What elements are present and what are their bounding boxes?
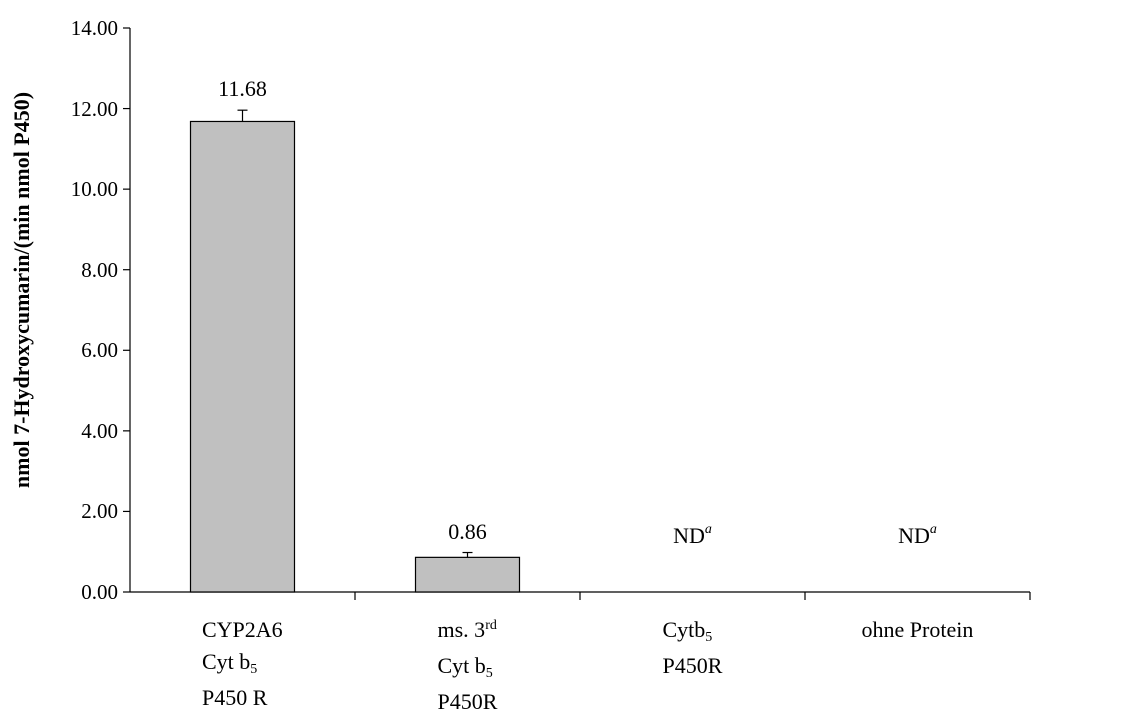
y-tick-label: 8.00	[81, 257, 118, 282]
bar	[414, 556, 521, 593]
x-category-label: ms. 3rd Cyt b5 P450R	[438, 614, 498, 718]
x-category-label-line: Cytb5	[662, 617, 713, 645]
y-tick-label: 12.00	[70, 96, 118, 121]
data-label: NDa	[898, 521, 937, 548]
y-tick-label: 2.00	[81, 499, 118, 524]
x-category-label-line: P450 R	[202, 685, 268, 710]
data-label: 0.86	[448, 518, 487, 544]
y-axis-label: nmol 7-Hydroxycumarin/(min nmol P450)	[9, 91, 35, 489]
x-category-label-line: ms. 3rd	[437, 617, 497, 642]
x-category-label: Cytb5 P450R	[663, 614, 723, 682]
x-category-label-line: Cyt b5	[202, 649, 258, 677]
x-category-label-line: ohne Protein	[861, 617, 974, 642]
x-category-label-line: P450R	[437, 689, 498, 714]
x-category-label-line: Cyt b5	[437, 653, 493, 681]
x-category-label: CYP2A6 Cyt b5 P450 R	[202, 614, 283, 714]
data-label: NDa	[673, 521, 712, 548]
bar	[189, 120, 296, 593]
y-tick-label: 10.00	[70, 177, 118, 202]
x-category-label: ohne Protein	[862, 614, 974, 646]
x-category-label-line: P450R	[662, 653, 723, 678]
y-tick-label: 14.00	[70, 16, 118, 40]
y-tick-label: 0.00	[81, 580, 118, 604]
y-tick-label: 4.00	[81, 418, 118, 443]
data-label: 11.68	[218, 76, 267, 102]
y-tick-label: 6.00	[81, 338, 118, 363]
x-category-label-line: CYP2A6	[202, 617, 283, 642]
